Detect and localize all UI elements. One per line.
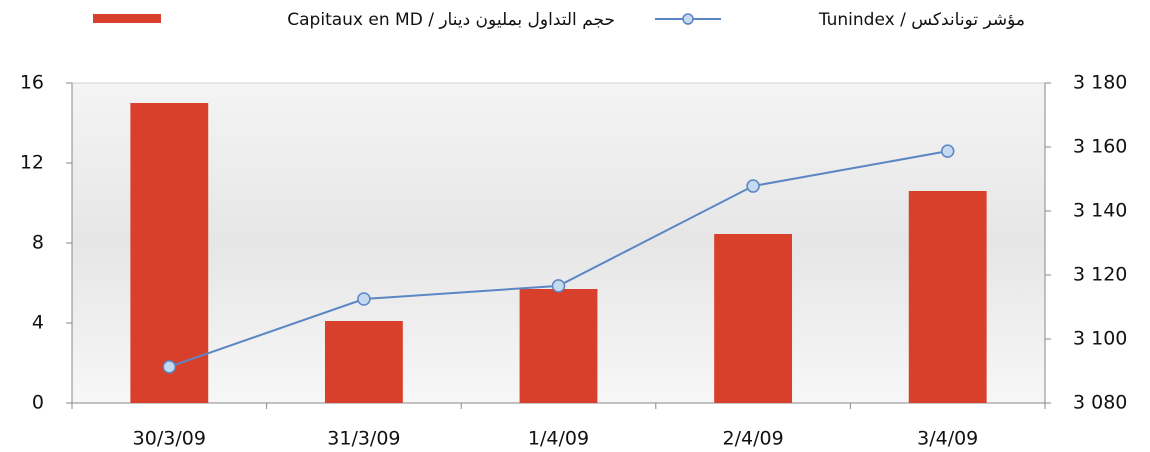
y2-tick-label: 3 120 (1073, 264, 1127, 286)
legend: حجم التداول بمليون دينار / Capitaux en M… (93, 10, 1025, 30)
y-tick-label: 8 (32, 232, 44, 254)
y2-tick-label: 3 080 (1073, 392, 1127, 414)
legend-swatch (93, 14, 161, 23)
chart: حجم التداول بمليون دينار / Capitaux en M… (0, 0, 1150, 452)
y2-tick-label: 3 180 (1073, 72, 1127, 94)
bar (325, 321, 403, 403)
x-tick-label: 30/3/09 (133, 428, 206, 450)
bar (714, 234, 792, 403)
bar (520, 289, 598, 403)
legend-label: مؤشر توناندكس / Tunindex (818, 10, 1025, 30)
legend-swatch (683, 14, 693, 24)
bar (909, 191, 987, 403)
y-tick-label: 16 (20, 72, 44, 94)
y2-tick-label: 3 140 (1073, 200, 1127, 222)
x-tick-label: 31/3/09 (327, 428, 400, 450)
y-tick-label: 12 (20, 152, 44, 174)
y-tick-label: 4 (32, 312, 44, 334)
marker (747, 180, 759, 192)
y-tick-label: 0 (32, 392, 44, 414)
marker (163, 361, 175, 373)
x-tick-label: 3/4/09 (917, 428, 978, 450)
marker (553, 280, 565, 292)
marker (358, 293, 370, 305)
y2-tick-label: 3 100 (1073, 328, 1127, 350)
marker (942, 145, 954, 157)
x-tick-label: 1/4/09 (528, 428, 589, 450)
y2-tick-label: 3 160 (1073, 136, 1127, 158)
x-tick-label: 2/4/09 (723, 428, 784, 450)
legend-label: حجم التداول بمليون دينار / Capitaux en M… (287, 10, 615, 30)
